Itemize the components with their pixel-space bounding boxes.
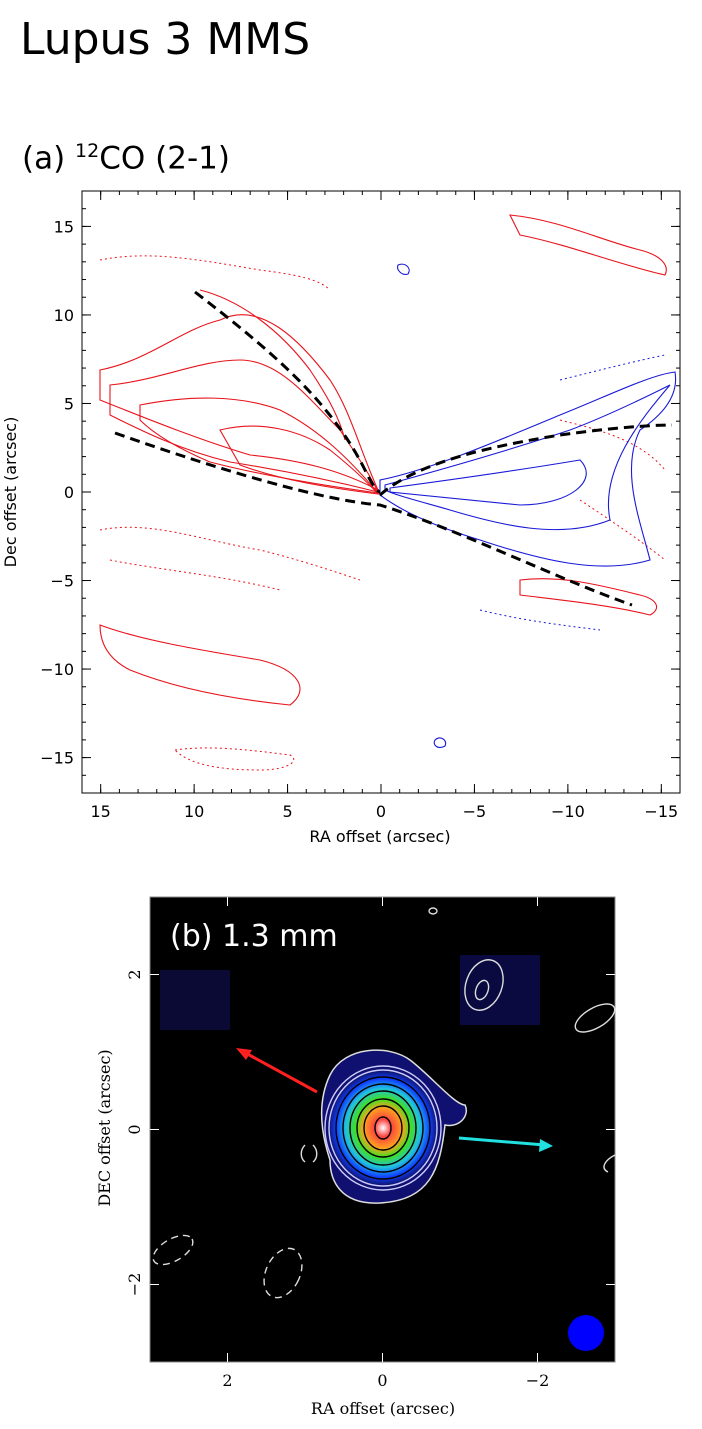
panel-b-ticks: 2 0 −2 2 0 −2 <box>125 897 615 1390</box>
red-dotted-contours <box>99 255 666 771</box>
red-dotted-contour <box>109 559 281 591</box>
panel-a-frame <box>81 190 681 794</box>
red-contour <box>509 214 667 276</box>
red-dotted-contour <box>173 747 295 771</box>
y-tick-label: −15 <box>40 749 74 768</box>
x-tick-label: 0 <box>376 802 386 821</box>
panel-b-ylabel: DEC offset (arcsec) <box>95 1049 114 1206</box>
x-tick-label: −15 <box>644 802 678 821</box>
redshifted-arrow <box>241 1049 318 1094</box>
red-contour <box>139 397 380 494</box>
panel-a-xlabel: RA offset (arcsec) <box>309 827 450 846</box>
x-tick-label: −10 <box>551 802 585 821</box>
panel-a-isotope: 12 <box>75 140 100 162</box>
x-tick-label: 0 <box>377 1371 387 1390</box>
blue-dotted-contour <box>479 354 666 631</box>
y-tick-label: 2 <box>125 969 144 979</box>
y-tick-label: 15 <box>54 217 74 236</box>
continuum-core <box>328 1070 438 1186</box>
y-tick-label: 10 <box>54 306 74 325</box>
y-tick-label: 0 <box>125 1124 144 1134</box>
blue-contour <box>384 384 671 531</box>
blue-contour <box>389 459 587 506</box>
blueshifted-arrowhead <box>539 1139 553 1152</box>
panel-a-title: (a) 12CO (2-1) <box>22 140 230 176</box>
x-tick-label: 15 <box>91 802 111 821</box>
blue-dotted-contours <box>479 354 666 631</box>
outflow-boundaries <box>114 290 673 607</box>
panel-b-xlabel: RA offset (arcsec) <box>311 1399 455 1418</box>
blue-contour <box>379 371 677 567</box>
boundary-southern <box>114 431 633 607</box>
core-contours <box>324 1065 442 1191</box>
y-tick-label: −5 <box>50 572 74 591</box>
boundary-nw <box>379 423 673 497</box>
red-contour <box>99 624 301 706</box>
panel-a-line: CO (2-1) <box>99 140 230 177</box>
beam-ellipse <box>568 1315 604 1351</box>
blue-contour <box>397 263 410 275</box>
x-tick-label: 5 <box>282 802 292 821</box>
blue-lobe-contours <box>379 263 677 748</box>
red-contour <box>519 578 658 616</box>
red-lobe-contours <box>99 214 667 706</box>
outflow-arrows <box>236 1048 553 1152</box>
y-tick-label: −2 <box>125 1273 144 1297</box>
panel-a-ticks: 15 10 5 0 −5 −10 −15 15 10 5 0 −5 −10 −15 <box>40 190 681 821</box>
red-dotted-contour <box>559 419 666 561</box>
x-tick-label: 2 <box>222 1371 232 1390</box>
y-tick-label: −10 <box>40 660 74 679</box>
red-contour <box>199 289 346 441</box>
x-tick-label: −2 <box>526 1371 550 1390</box>
red-contour <box>99 314 380 492</box>
x-tick-label: −5 <box>463 802 487 821</box>
blue-contour <box>433 737 447 748</box>
y-tick-label: 5 <box>64 394 74 413</box>
panel-a: 15 10 5 0 −5 −10 −15 15 10 5 0 −5 −10 −15 RA offset (… <box>1 190 681 846</box>
page-title: Lupus 3 MMS <box>20 14 311 65</box>
panel-b-label: (b) 1.3 mm <box>170 919 338 954</box>
noise-patch <box>160 970 230 1030</box>
panel-a-label: (a) <box>22 140 66 177</box>
y-tick-label: 0 <box>64 483 74 502</box>
panel-b: (b) 1.3 mm 2 0 −2 2 0 −2 RA offset (arcsec) D… <box>95 896 616 1418</box>
blueshifted-arrow <box>458 1136 546 1147</box>
panel-a-ylabel: Dec offset (arcsec) <box>1 417 20 568</box>
red-contour <box>109 359 379 493</box>
redshifted-arrowhead <box>236 1048 252 1060</box>
red-contour <box>219 425 380 495</box>
noise-contours <box>152 907 616 1299</box>
red-dotted-contour <box>99 255 331 291</box>
x-tick-label: 10 <box>184 802 204 821</box>
